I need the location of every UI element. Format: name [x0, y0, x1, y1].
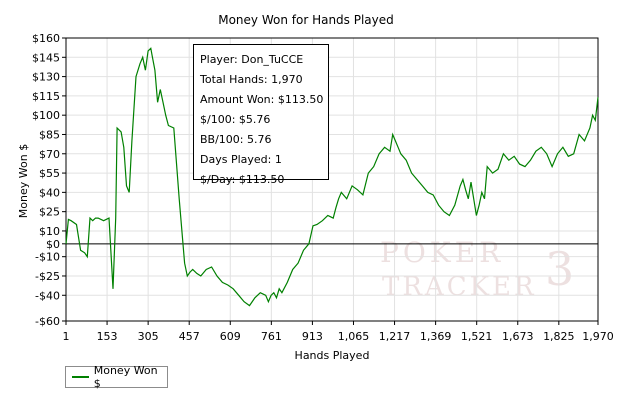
y-tick-label: -$25 [35, 270, 60, 283]
info-amount-won: Amount Won: $113.50 [200, 93, 324, 106]
x-tick-label: 1,673 [502, 330, 534, 343]
y-tick-label: $115 [32, 90, 60, 103]
info-bb-per-100: BB/100: 5.76 [200, 133, 272, 146]
y-tick-label: -$10 [35, 251, 60, 264]
y-tick-label: $10 [39, 225, 60, 238]
x-axis-ticks: 1 153 305 457 609 761 913 1,065 1,217 1,369 1,521 1… [63, 321, 614, 343]
x-tick-label: 1,825 [543, 330, 575, 343]
y-tick-label: $0 [46, 238, 60, 251]
y-axis-ticks: $160 $145 $130 $115 $100 $85 $70 $55 $40 $25 $10$0… [32, 32, 66, 328]
y-tick-label: $145 [32, 51, 60, 64]
y-tick-label: $85 [39, 128, 60, 141]
legend-swatch [72, 376, 89, 378]
x-tick-label: 1,369 [420, 330, 452, 343]
y-tick-label: -$60 [35, 315, 60, 328]
x-tick-label: 305 [138, 330, 159, 343]
x-tick-label: 913 [302, 330, 323, 343]
info-dollar-per-100: $/100: $5.76 [200, 113, 271, 126]
info-days-played: Days Played: 1 [200, 153, 282, 166]
grid [66, 37, 598, 322]
x-tick-label: 1,065 [338, 330, 370, 343]
legend-label: Money Won $ [93, 364, 158, 390]
watermark-mark: 3 [545, 242, 574, 296]
x-tick-label: 1,521 [461, 330, 493, 343]
x-tick-label: 1,217 [379, 330, 411, 343]
y-tick-label: $130 [32, 71, 60, 84]
y-tick-label: $160 [32, 32, 60, 45]
info-box: Player: Don_TuCCE Total Hands: 1,970 Amo… [193, 44, 329, 186]
x-tick-label: 1 [63, 330, 70, 343]
y-tick-label: $25 [39, 206, 60, 219]
y-tick-label: $40 [39, 186, 60, 199]
y-tick-label: -$40 [35, 289, 60, 302]
legend: Money Won $ [65, 364, 168, 390]
x-tick-label: 153 [97, 330, 118, 343]
y-axis-label: Money Won $ [17, 144, 30, 218]
y-tick-label: $70 [39, 148, 60, 161]
watermark-line2: TRACKER [382, 272, 537, 302]
plot-border [65, 37, 599, 322]
x-tick-label: 761 [261, 330, 282, 343]
x-tick-label: 457 [179, 330, 200, 343]
info-player: Player: Don_TuCCE [200, 53, 304, 66]
x-tick-label: 609 [220, 330, 241, 343]
poker-tracker-watermark: POKER TRACKER 3 [380, 236, 574, 302]
series-line-money-won [65, 47, 599, 307]
axes [65, 37, 599, 322]
chart-title: Money Won for Hands Played [218, 13, 394, 27]
x-tick-label: 1,970 [582, 330, 614, 343]
watermark-line1: POKER [380, 236, 504, 269]
y-tick-label: $55 [39, 167, 60, 180]
y-tick-label: $100 [32, 109, 60, 122]
x-axis-label: Hands Played [295, 349, 370, 362]
info-dollar-per-day: $/Day: $113.50 [200, 173, 285, 186]
info-total-hands: Total Hands: 1,970 [200, 73, 303, 86]
